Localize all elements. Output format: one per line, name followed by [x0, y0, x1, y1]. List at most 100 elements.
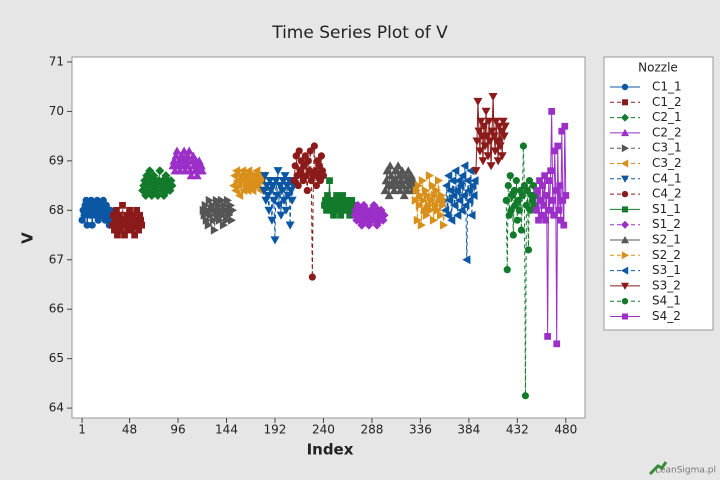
data-point — [471, 167, 481, 176]
data-point — [120, 221, 127, 229]
data-point — [446, 186, 455, 196]
x-tick-label: 480 — [554, 423, 577, 437]
data-point — [436, 210, 446, 220]
data-point — [131, 231, 138, 239]
data-point — [109, 221, 116, 229]
data-point — [244, 166, 253, 176]
data-point — [510, 186, 518, 195]
data-point — [490, 147, 500, 156]
legend-marker — [621, 282, 629, 290]
data-point — [338, 201, 346, 209]
data-point — [559, 197, 567, 204]
legend-marker — [621, 159, 629, 168]
data-point — [268, 181, 278, 191]
data-point — [248, 186, 257, 196]
data-point — [533, 206, 540, 214]
data-point — [447, 215, 456, 225]
data-point — [323, 206, 330, 214]
legend-label: S4_1 — [652, 294, 681, 308]
data-point — [228, 205, 238, 215]
data-point — [112, 216, 119, 224]
legend-marker — [621, 83, 629, 91]
data-point — [536, 177, 543, 185]
data-point — [558, 127, 566, 135]
data-point — [514, 196, 522, 205]
data-point — [456, 181, 465, 191]
data-point — [560, 221, 568, 229]
legend-label: S2_1 — [652, 233, 681, 247]
data-point — [115, 221, 122, 229]
data-point — [390, 166, 400, 175]
data-point — [308, 273, 316, 281]
data-point — [242, 176, 251, 186]
data-point — [452, 186, 461, 196]
data-point — [128, 226, 135, 234]
data-point — [458, 171, 467, 181]
data-point — [324, 192, 331, 199]
data-point — [525, 177, 534, 185]
data-point — [285, 221, 295, 230]
data-point — [306, 147, 314, 155]
data-point — [129, 211, 136, 219]
data-point — [130, 221, 137, 229]
data-point — [331, 197, 338, 204]
data-point — [537, 197, 544, 204]
data-point — [219, 220, 228, 230]
data-point — [310, 142, 318, 150]
data-point — [457, 205, 466, 215]
data-point — [483, 152, 493, 161]
data-point — [475, 147, 485, 156]
data-point — [418, 176, 427, 186]
data-point — [336, 197, 343, 204]
data-point — [88, 221, 96, 229]
legend-marker — [621, 266, 629, 275]
data-point — [538, 211, 545, 219]
data-point — [136, 211, 144, 219]
data-point — [208, 200, 217, 210]
data-point — [197, 166, 207, 175]
y-tick-label: 68 — [49, 203, 64, 217]
data-point — [513, 216, 521, 224]
data-point — [215, 215, 224, 225]
data-point — [450, 200, 459, 210]
data-point — [322, 197, 329, 204]
data-point — [491, 117, 501, 126]
data-point — [464, 186, 473, 196]
legend-label: S1_1 — [652, 202, 681, 216]
data-point — [453, 210, 462, 220]
data-point — [385, 161, 395, 170]
data-point — [327, 206, 334, 214]
x-tick-label: 240 — [312, 423, 335, 437]
data-point — [111, 226, 118, 234]
x-tick-label: 432 — [506, 423, 529, 437]
data-point — [186, 171, 196, 180]
watermark: LeanSigma.pl — [655, 466, 716, 476]
data-point — [138, 221, 146, 229]
data-point — [403, 166, 413, 175]
data-point — [467, 210, 476, 220]
data-point — [280, 172, 290, 181]
data-point — [110, 211, 117, 219]
data-point — [441, 205, 450, 215]
data-point — [468, 181, 477, 191]
data-point — [245, 181, 254, 191]
data-point — [552, 187, 560, 194]
data-point — [500, 122, 510, 131]
data-point — [534, 187, 541, 194]
data-point — [425, 171, 434, 181]
data-point — [474, 127, 484, 136]
data-point — [493, 157, 503, 166]
data-point — [83, 221, 91, 229]
data-point — [274, 201, 284, 210]
data-point — [279, 196, 289, 205]
data-point — [252, 166, 261, 176]
data-point — [272, 191, 282, 200]
data-point — [562, 192, 570, 199]
legend-label: C3_1 — [652, 141, 682, 155]
data-point — [134, 221, 142, 229]
data-point — [524, 246, 533, 254]
data-point — [227, 215, 237, 225]
data-point — [487, 127, 497, 136]
data-point — [276, 211, 286, 220]
data-point — [495, 142, 505, 151]
